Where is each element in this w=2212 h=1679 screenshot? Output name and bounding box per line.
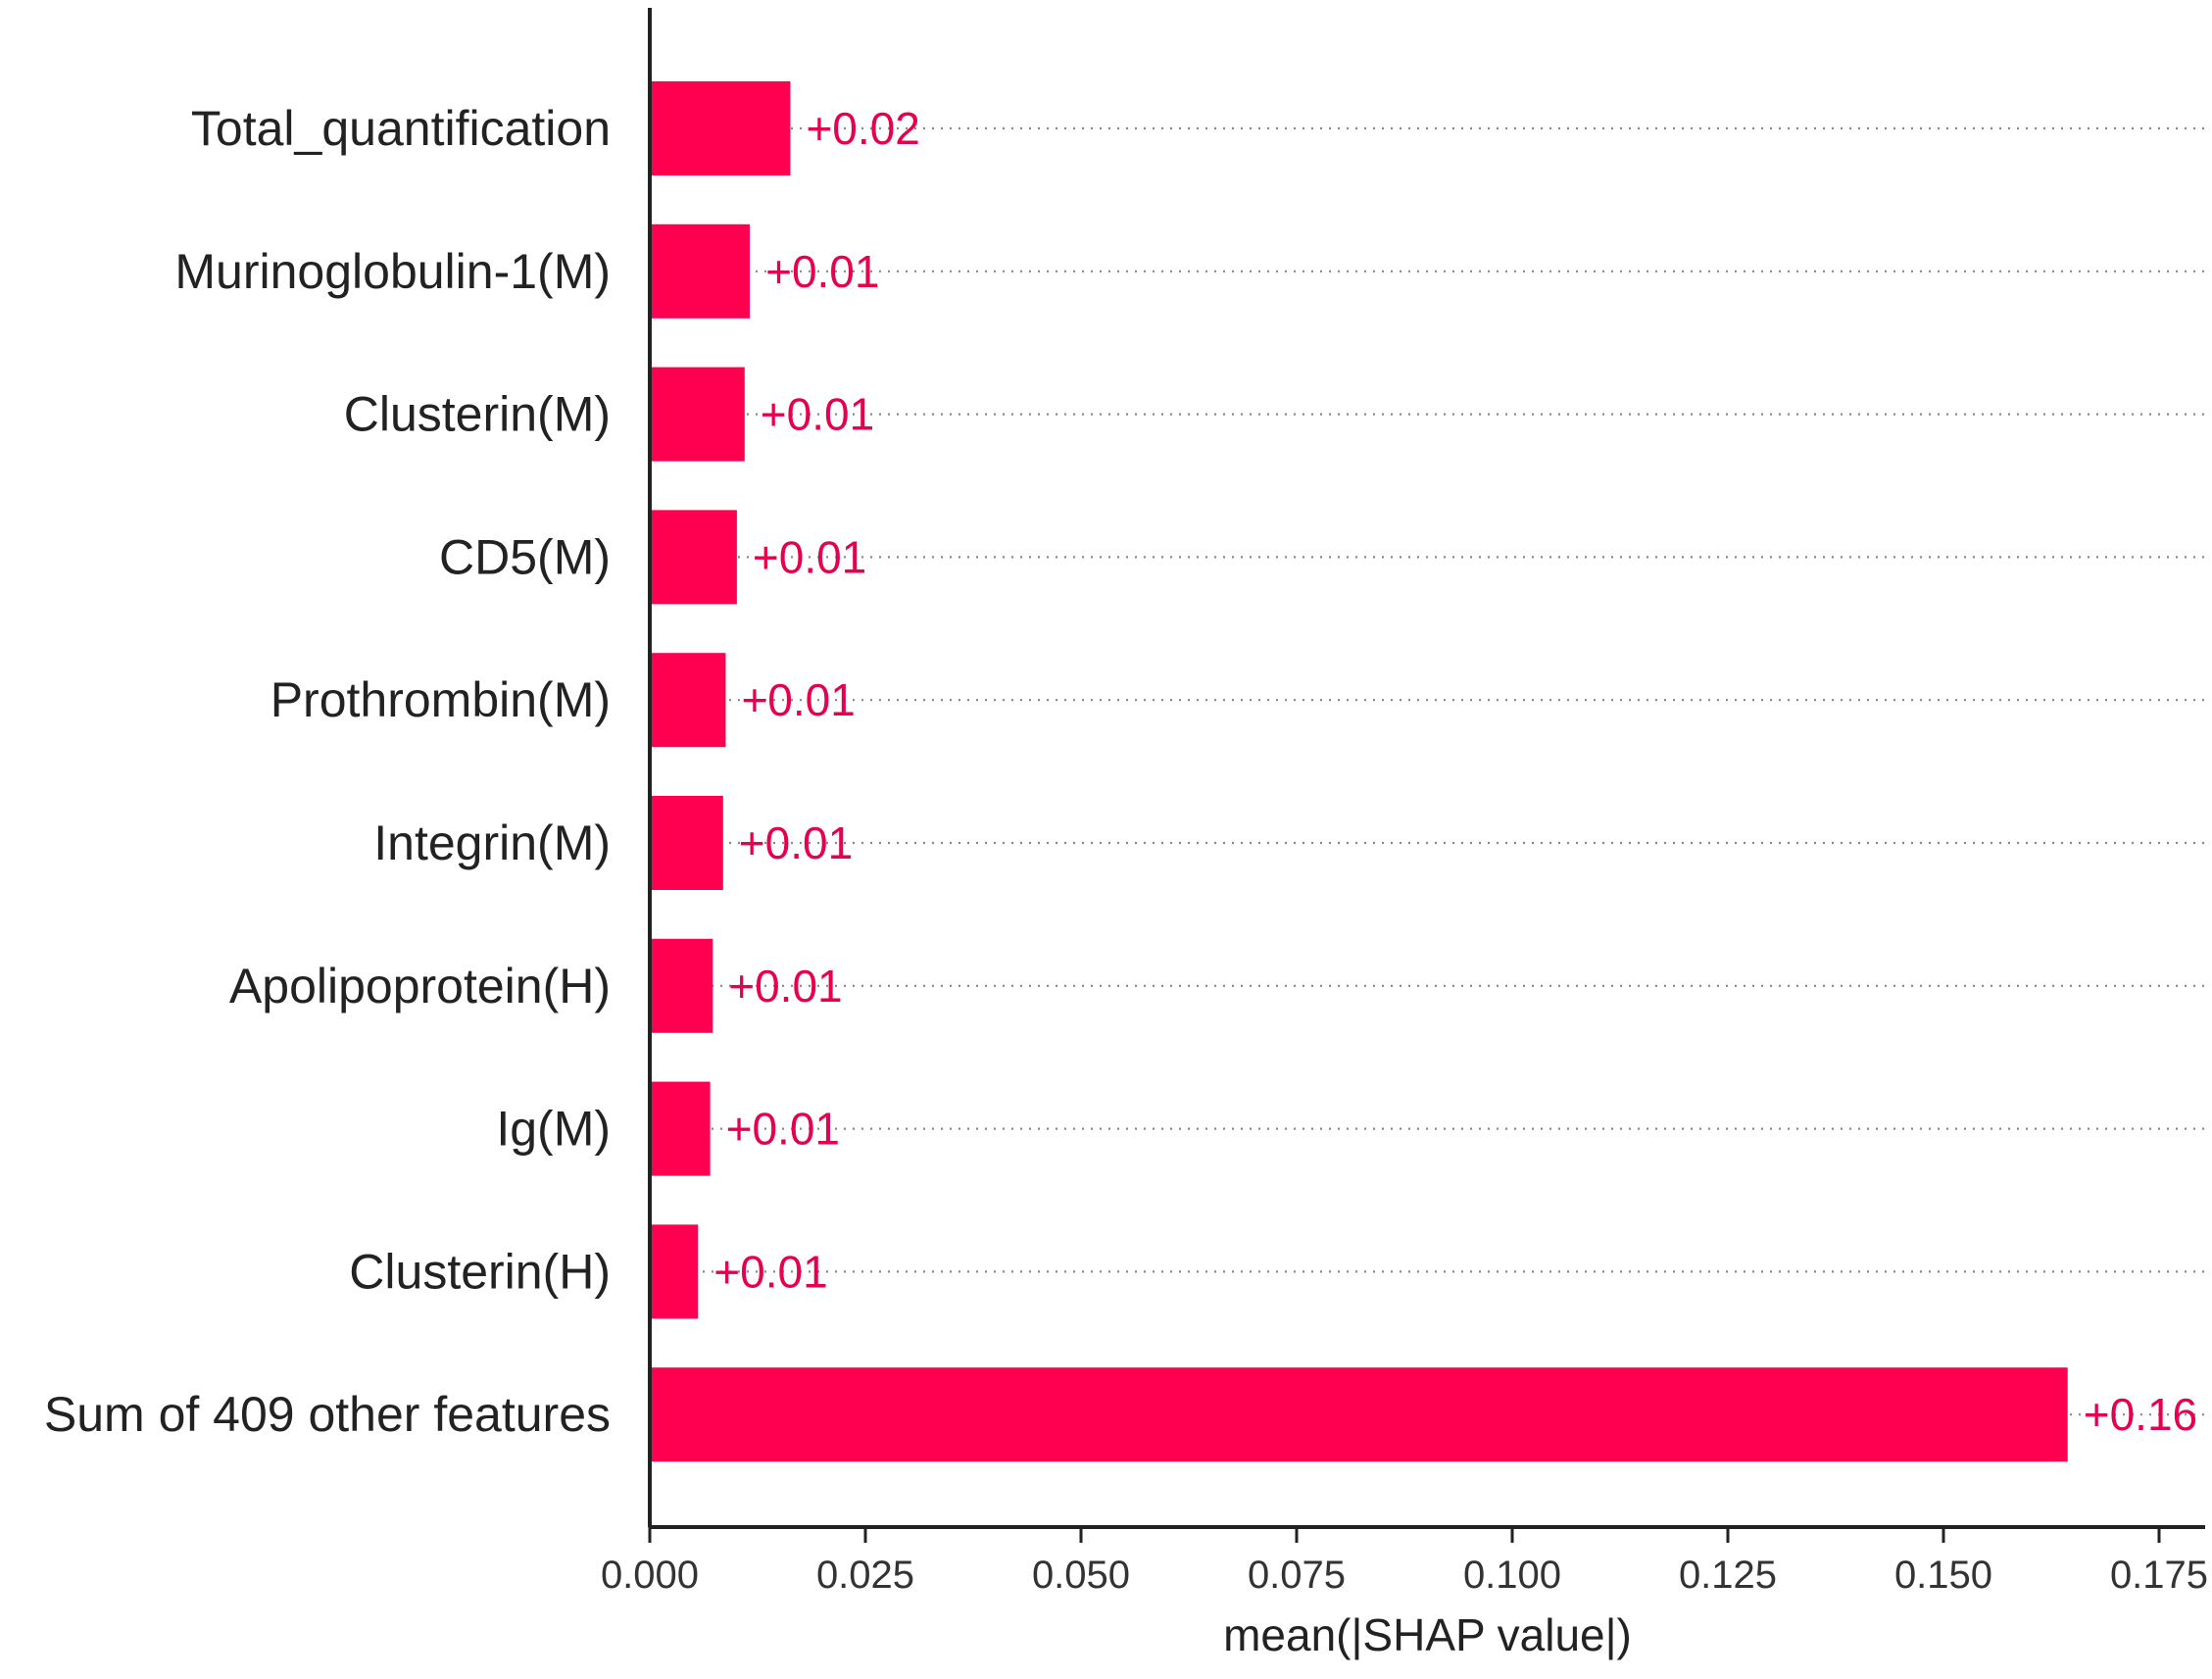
bar bbox=[650, 653, 726, 748]
bar bbox=[650, 81, 791, 175]
bar-value-label: +0.01 bbox=[713, 1246, 827, 1297]
x-tick-label: 0.025 bbox=[816, 1554, 914, 1597]
bar bbox=[650, 367, 745, 462]
category-label: Apolipoprotein(H) bbox=[229, 959, 611, 1013]
bar bbox=[650, 223, 751, 319]
bar-value-label: +0.01 bbox=[741, 674, 855, 725]
bar-value-label: +0.01 bbox=[753, 531, 866, 582]
bar-value-label: +0.01 bbox=[765, 246, 879, 297]
bar bbox=[650, 1224, 699, 1319]
x-tick-label: 0.150 bbox=[1894, 1554, 1992, 1597]
category-label: Sum of 409 other features bbox=[44, 1387, 611, 1442]
category-label: Murinoglobulin-1(M) bbox=[174, 244, 611, 299]
category-label: Prothrombin(M) bbox=[270, 672, 611, 727]
bar bbox=[650, 796, 723, 890]
x-tick-label: 0.075 bbox=[1248, 1554, 1346, 1597]
x-axis-ticks: 0.000 0.025 0.050 0.075 0.100 0.125 0.150 0.175 bbox=[601, 1527, 2208, 1597]
bar-value-label: +0.16 bbox=[2084, 1389, 2197, 1440]
x-tick-label: 0.125 bbox=[1679, 1554, 1777, 1597]
bar bbox=[650, 1367, 2068, 1462]
bars bbox=[650, 81, 2068, 1462]
bar-value-label: +0.01 bbox=[761, 389, 874, 440]
category-label: Ig(M) bbox=[496, 1102, 611, 1157]
category-label: CD5(M) bbox=[439, 529, 611, 584]
bar bbox=[650, 938, 713, 1033]
bar-value-label: +0.01 bbox=[728, 961, 842, 1012]
x-tick-label: 0.000 bbox=[601, 1554, 699, 1597]
category-label: Clusterin(M) bbox=[344, 387, 611, 442]
gridlines bbox=[650, 126, 2205, 1416]
bar bbox=[650, 510, 737, 605]
bar-value-label: +0.01 bbox=[726, 1104, 840, 1155]
x-axis-title: mean(|SHAP value|) bbox=[1223, 1609, 1632, 1660]
x-tick-label: 0.175 bbox=[2110, 1554, 2208, 1597]
bar bbox=[650, 1081, 711, 1176]
category-label: Total_quantification bbox=[191, 101, 611, 156]
x-tick-label: 0.050 bbox=[1032, 1554, 1130, 1597]
category-label: Clusterin(H) bbox=[349, 1244, 611, 1299]
bar-value-label: +0.01 bbox=[739, 817, 853, 868]
category-labels: Total_quantification Murinoglobulin-1(M) C… bbox=[44, 101, 611, 1442]
category-label: Integrin(M) bbox=[373, 815, 611, 870]
x-tick-label: 0.100 bbox=[1463, 1554, 1561, 1597]
data-labels: +0.02 +0.01 +0.01 +0.01 +0.01 +0.01 +0.01 +0.01… bbox=[713, 103, 2197, 1440]
bar-value-label: +0.02 bbox=[806, 103, 919, 154]
